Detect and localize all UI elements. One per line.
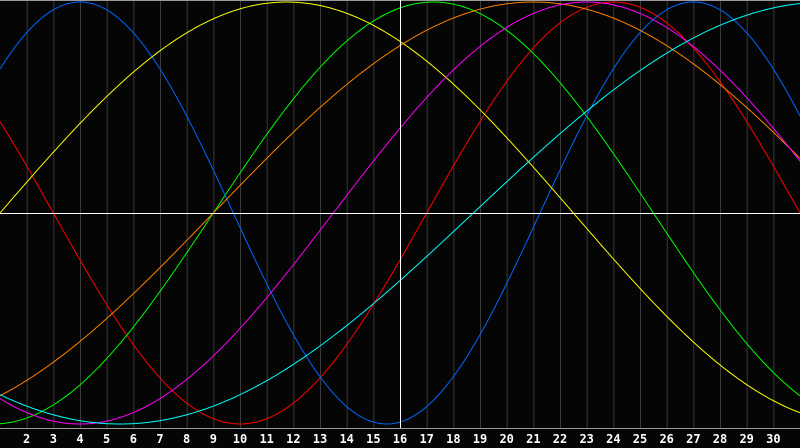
x-tick-label: 23 (579, 432, 593, 446)
x-tick-label: 27 (686, 432, 700, 446)
x-tick-label: 16 (393, 432, 407, 446)
x-tick-label: 3 (50, 432, 57, 446)
x-tick-label: 10 (233, 432, 247, 446)
x-tick-label: 11 (259, 432, 273, 446)
x-tick-label: 12 (286, 432, 300, 446)
x-tick-label: 21 (526, 432, 540, 446)
x-tick-label: 17 (419, 432, 433, 446)
x-tick-label: 29 (739, 432, 753, 446)
x-tick-label: 9 (210, 432, 217, 446)
x-tick-label: 5 (103, 432, 110, 446)
x-tick-label: 18 (446, 432, 460, 446)
x-tick-label: 22 (553, 432, 567, 446)
x-tick-label: 2 (23, 432, 30, 446)
x-tick-label: 25 (633, 432, 647, 446)
x-tick-label: 24 (606, 432, 620, 446)
x-tick-label: 20 (499, 432, 513, 446)
x-tick-label: 28 (713, 432, 727, 446)
x-tick-label: 19 (473, 432, 487, 446)
x-tick-label: 14 (339, 432, 353, 446)
x-tick-label: 26 (659, 432, 673, 446)
x-tick-label: 15 (366, 432, 380, 446)
x-tick-label: 6 (130, 432, 137, 446)
x-tick-label: 30 (766, 432, 780, 446)
x-tick-label: 13 (313, 432, 327, 446)
x-tick-label: 8 (183, 432, 190, 446)
x-tick-label: 4 (76, 432, 83, 446)
x-tick-label: 7 (156, 432, 163, 446)
